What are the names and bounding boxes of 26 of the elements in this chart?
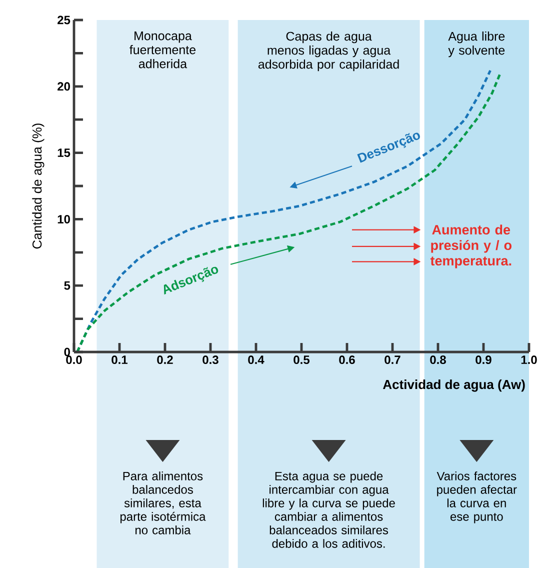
text: Para alimentos balancedos similares, esta parte isotérmica no cambia bbox=[120, 472, 206, 534]
band-label: Agua libre y solvente bbox=[448, 32, 505, 58]
text: Varios factores pueden afectar la curva en ese punto bbox=[436, 472, 517, 524]
x-tick-label: 0.3 bbox=[202, 356, 218, 364]
y-tick-label: 10 bbox=[58, 214, 70, 224]
x-tick-label: 0.2 bbox=[157, 356, 173, 364]
x-axis-title: Actividad de agua (Aw) bbox=[383, 380, 525, 392]
x-tick-label: 0.0 bbox=[66, 356, 82, 364]
x-tick-label: 0.8 bbox=[430, 356, 446, 364]
x-tick-label: 0.1 bbox=[112, 356, 128, 364]
y-tick-label: 25 bbox=[58, 16, 70, 24]
annotation: Aumento de presión y / o temperatura. bbox=[430, 224, 512, 268]
x-tick-label: 0.4 bbox=[248, 356, 264, 364]
y-tick-label: 15 bbox=[58, 148, 70, 157]
band-label: Capas de agua menos ligadas y agua adsorbida por capilaridad bbox=[258, 32, 399, 72]
y-tick-label: 20 bbox=[58, 82, 70, 91]
text: Esta agua se puede intercambiar con agua libre y la curva se puede cambiar a alimentos balanceados similares debido a los aditivos. bbox=[262, 472, 395, 548]
x-tick-label: 0.7 bbox=[384, 356, 400, 364]
y-tick-label: 5 bbox=[64, 281, 70, 290]
y-axis-title: Cantidad de agua (%) bbox=[32, 124, 44, 249]
x-tick-label: 0.6 bbox=[339, 356, 355, 364]
x-tick-label: 0.9 bbox=[476, 356, 492, 364]
x-tick-label: 1.0 bbox=[521, 356, 537, 364]
x-tick-label: 0.5 bbox=[294, 356, 310, 364]
band-label: Monocapa fuertemente adherida bbox=[130, 32, 196, 68]
y-tick-label: 0 bbox=[64, 348, 70, 356]
